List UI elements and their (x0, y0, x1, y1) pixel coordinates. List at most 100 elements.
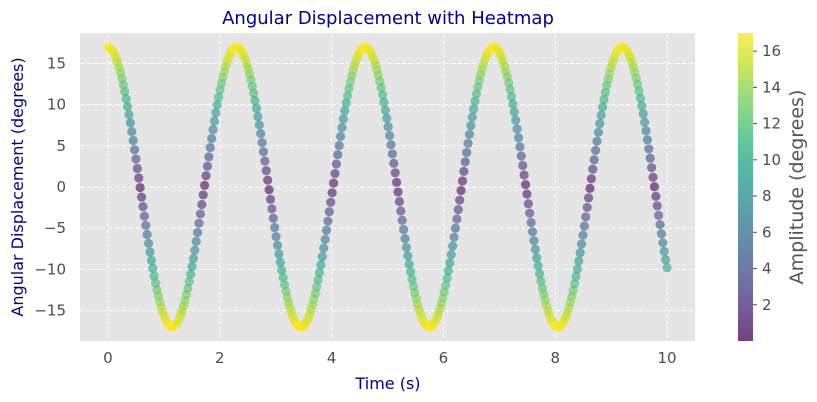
data-point (268, 213, 278, 223)
data-point (652, 201, 662, 211)
data-point (327, 188, 337, 198)
data-point (659, 246, 669, 256)
data-point (380, 105, 390, 115)
data-point (212, 100, 222, 110)
data-point (278, 273, 288, 283)
data-point (247, 81, 257, 91)
data-point (131, 154, 141, 164)
data-point (314, 267, 325, 278)
data-point (323, 216, 333, 226)
data-point (197, 199, 207, 210)
data-point (397, 215, 407, 225)
data-point (319, 243, 329, 253)
data-point (261, 166, 271, 176)
data-point (193, 227, 203, 238)
y-tick-label: 0 (56, 178, 66, 196)
data-point (249, 88, 259, 98)
data-point (651, 191, 661, 201)
data-point (445, 258, 455, 268)
data-point (589, 155, 599, 165)
data-point (267, 204, 277, 214)
data-point (634, 86, 644, 96)
data-point (400, 234, 410, 244)
data-point (574, 256, 584, 266)
data-point (534, 269, 545, 279)
data-point (146, 255, 156, 265)
colorbar-tick-label: 16 (762, 42, 781, 60)
data-point (256, 129, 266, 139)
data-point (508, 99, 518, 109)
data-point (250, 96, 260, 106)
data-point (640, 117, 650, 127)
colorbar-tick-label: 2 (762, 296, 772, 314)
data-point (191, 236, 201, 246)
data-point (581, 212, 591, 222)
data-point (522, 189, 532, 199)
colorbar-ticks: 2 4 6 8 10 12 14 16 (753, 42, 781, 314)
data-point (516, 151, 526, 161)
data-point (579, 221, 589, 231)
data-point (190, 245, 200, 255)
data-point (128, 135, 138, 146)
data-point (572, 264, 582, 274)
data-point (187, 261, 197, 272)
data-point (450, 223, 461, 233)
data-point (139, 211, 149, 221)
data-point (443, 266, 454, 276)
data-point (122, 101, 133, 112)
data-point (390, 168, 400, 178)
data-point (198, 190, 208, 200)
data-point (441, 280, 451, 290)
data-point (334, 140, 344, 151)
data-point (207, 133, 217, 144)
data-point (648, 172, 658, 182)
data-point (575, 248, 585, 258)
y-tick-label: 10 (47, 96, 66, 114)
data-point (509, 107, 519, 117)
data-point (571, 271, 581, 282)
y-tick-label: 5 (56, 137, 66, 155)
colorbar-tick-label: 8 (762, 187, 772, 205)
data-point (655, 220, 665, 230)
data-point (449, 232, 459, 242)
data-point (271, 231, 281, 242)
data-point (649, 182, 660, 192)
data-point (530, 244, 540, 254)
data-point (389, 158, 399, 168)
data-point (135, 182, 145, 193)
colorbar (738, 33, 753, 341)
data-point (469, 104, 479, 114)
colorbar-tick-label: 6 (762, 223, 772, 241)
x-tick-label: 2 (215, 349, 225, 367)
data-point (253, 111, 263, 122)
data-point (387, 149, 397, 159)
data-point (124, 109, 134, 120)
data-point (569, 279, 580, 289)
data-point (132, 163, 142, 174)
data-point (120, 87, 130, 97)
data-point (330, 168, 340, 179)
data-point (320, 234, 330, 244)
data-point (593, 127, 603, 137)
data-point (467, 112, 477, 122)
data-point (277, 265, 287, 275)
data-point (184, 276, 194, 287)
data-point (143, 238, 154, 249)
data-point (260, 156, 270, 166)
data-point (393, 187, 403, 197)
data-point (523, 199, 533, 209)
data-point (527, 227, 538, 237)
data-point (642, 135, 653, 145)
data-point (138, 202, 148, 212)
data-point (599, 94, 609, 105)
data-point (453, 204, 463, 215)
data-point (205, 142, 215, 153)
data-point (578, 230, 588, 240)
x-tick-label: 0 (103, 349, 113, 367)
data-point (532, 253, 542, 263)
data-point (471, 89, 482, 99)
data-point (536, 276, 546, 286)
data-point (505, 84, 515, 95)
data-point (513, 133, 524, 143)
data-point (638, 109, 648, 119)
